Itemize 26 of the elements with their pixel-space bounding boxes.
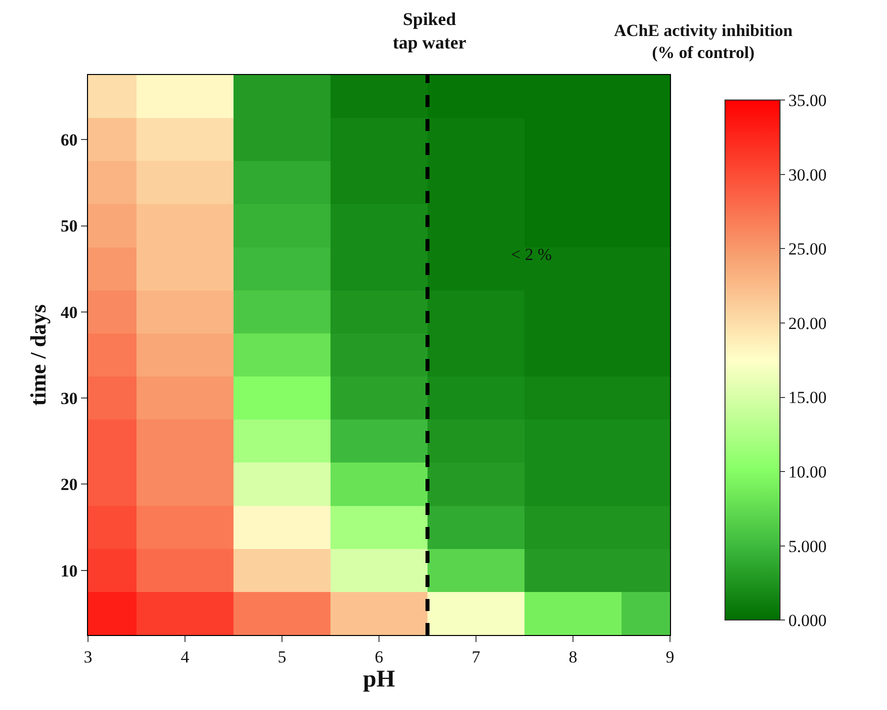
x-tick-label: 6 xyxy=(374,647,384,666)
color-bar-label: 0.000 xyxy=(788,611,827,630)
x-tick-label: 4 xyxy=(180,647,190,666)
y-tick-label: 10 xyxy=(60,561,78,580)
color-bar-label: 25.00 xyxy=(788,240,827,259)
annotation: < 2 % xyxy=(511,245,552,264)
color-bar-label: 10.00 xyxy=(788,462,827,482)
y-tick-label: 30 xyxy=(60,389,78,408)
y-tick-label: 60 xyxy=(60,130,78,150)
x-tick-label: 3 xyxy=(84,647,92,666)
color-bar-label: 15.00 xyxy=(788,388,827,408)
color-bar-label: 35.00 xyxy=(788,91,827,110)
color-bar-label: 30.00 xyxy=(788,165,827,184)
x-axis-title: pH xyxy=(362,666,396,693)
y-tick-label: 50 xyxy=(60,216,78,236)
color-bar-label: 20.00 xyxy=(788,314,827,333)
x-tick-label: 7 xyxy=(472,647,481,666)
y-tick-label: 20 xyxy=(60,475,78,494)
color-bar-title: AChE activity inhibition (% of control) xyxy=(614,21,794,62)
y-axis-title: time / days xyxy=(25,304,50,406)
x-tick-label: 5 xyxy=(278,647,286,666)
x-tick-label: 8 xyxy=(568,647,578,666)
chart-title: Spiked tap water xyxy=(392,8,466,52)
color-bar-label: 5.000 xyxy=(788,536,827,556)
x-tick-label: 9 xyxy=(666,647,674,666)
y-tick-label: 40 xyxy=(60,302,78,322)
